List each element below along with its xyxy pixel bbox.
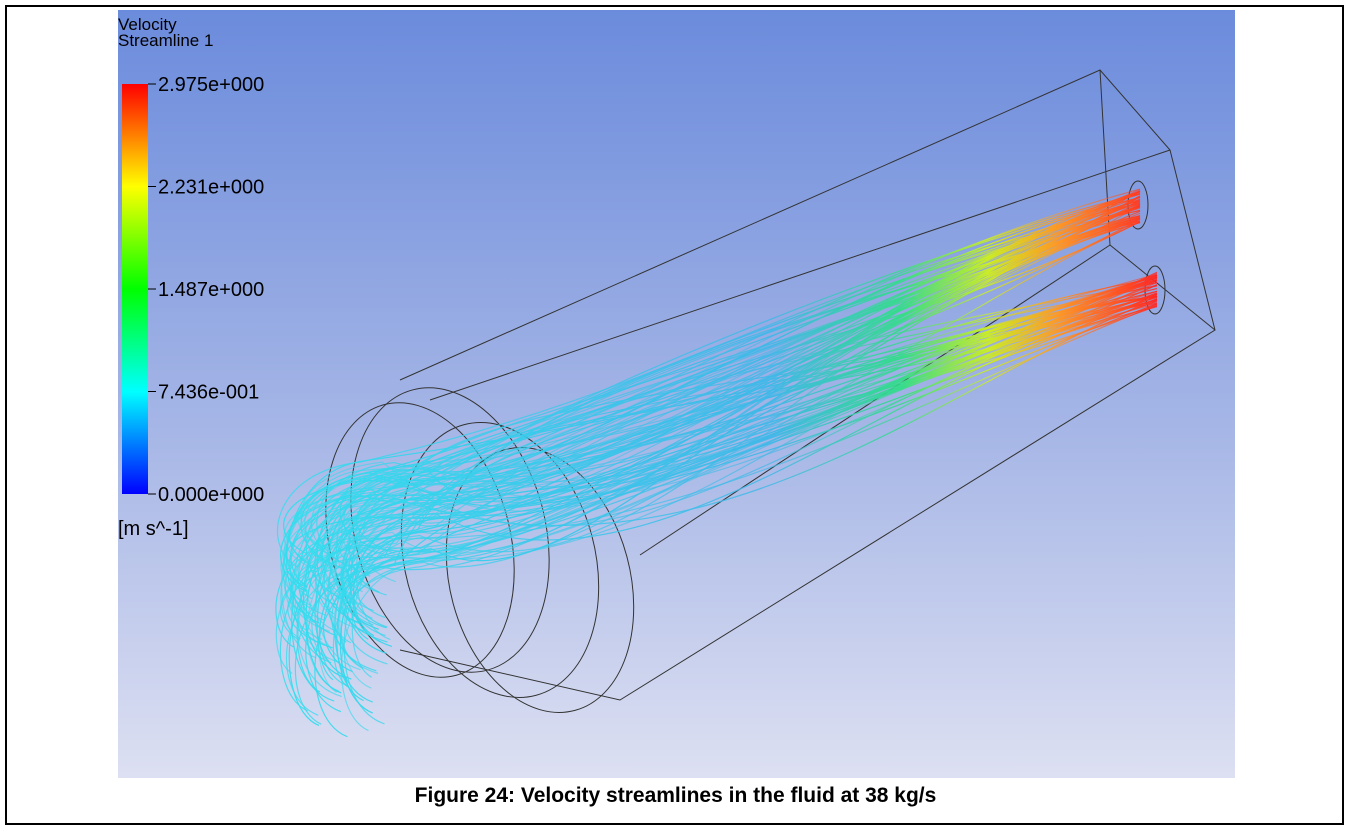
streamline [290,190,1141,588]
streamline [306,220,1141,692]
streamline [280,306,1158,607]
cfd-figure: Velocity Streamline 1 [m s^-1] 2.975e+00… [118,10,1235,778]
colorbar-label: 2.231e+000 [158,177,264,199]
legend-title: Velocity [118,15,177,34]
streamline [314,222,1141,738]
legend-units: [m s^-1] [118,518,189,540]
streamline [288,296,1158,727]
legend-subtitle: Streamline 1 [118,31,213,50]
streamline [327,193,1141,643]
colorbar-label: 2.975e+000 [158,74,264,96]
streamline [291,221,1141,702]
legend: Velocity Streamline 1 [m s^-1] 2.975e+00… [118,15,264,540]
streamline [339,293,1158,714]
streamline [340,305,1158,619]
streamline [352,217,1141,648]
streamline [311,190,1141,662]
streamline [355,299,1158,583]
streamlines [275,188,1158,738]
streamline [300,301,1158,551]
figure-caption: Figure 24: Velocity streamlines in the f… [414,784,937,807]
streamline [288,305,1158,564]
streamline [290,212,1141,632]
streamline [339,215,1141,549]
streamline [284,198,1141,615]
streamline [290,281,1158,623]
streamline [290,304,1158,616]
streamline [314,303,1158,680]
colorbar-label: 0.000e+000 [158,484,264,506]
streamline [316,302,1158,571]
streamline [286,295,1158,624]
streamline [279,278,1158,641]
streamline [276,209,1141,568]
streamline [349,296,1158,640]
streamline [343,219,1141,557]
streamline [323,290,1158,673]
streamline [297,191,1141,698]
colorbar-label: 1.487e+000 [158,279,264,301]
streamline [347,217,1141,628]
colorbar-label: 7.436e-001 [158,382,259,404]
streamline [280,214,1141,712]
colorbar [122,84,148,494]
streamline [342,215,1141,643]
streamline [328,196,1141,625]
streamline [297,189,1141,549]
